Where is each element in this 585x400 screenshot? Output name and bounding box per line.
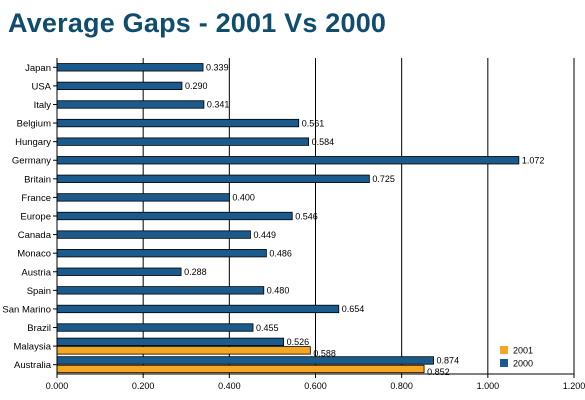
category-label: Europe <box>20 212 51 223</box>
x-tick-label: 0.600 <box>304 381 327 391</box>
value-label-2000: 0.480 <box>267 286 290 296</box>
category-label: Australia <box>14 360 52 371</box>
value-label-2000: 0.874 <box>437 356 460 366</box>
value-label-2000: 0.455 <box>256 323 279 333</box>
bar-2000 <box>56 267 182 276</box>
category-label: Austria <box>21 267 51 278</box>
value-label-2000: 0.654 <box>342 304 365 314</box>
bar-2000 <box>56 286 265 295</box>
bar-2000 <box>56 100 205 109</box>
category-label: Hungary <box>15 137 51 148</box>
bar-2001 <box>56 364 425 374</box>
bar-2000 <box>56 193 230 202</box>
category-label: USA <box>31 81 51 92</box>
category-labels: Japan USA Italy Belgium Hungary Germany Britai… <box>2 63 51 371</box>
category-label: San Marino <box>2 304 51 315</box>
bar-2000 <box>56 230 251 239</box>
value-label-2000: 0.288 <box>184 267 207 277</box>
bar-2000 <box>56 337 285 347</box>
value-label-2000: 0.725 <box>372 174 395 184</box>
value-label-2000: 0.449 <box>253 230 276 240</box>
legend-label-2000: 2000 <box>513 359 533 369</box>
category-label: Germany <box>12 156 51 167</box>
value-label-2000: 1.072 <box>522 155 545 165</box>
value-label-2000: 0.561 <box>302 118 325 128</box>
category-label: Canada <box>18 230 52 241</box>
value-label-2000: 0.546 <box>295 211 318 221</box>
value-label-2000: 0.341 <box>207 100 230 110</box>
value-label-2000: 0.486 <box>269 248 292 258</box>
bar-2000 <box>56 81 183 91</box>
bar-2000 <box>56 356 434 365</box>
value-label-2001: 0.852 <box>427 367 450 377</box>
category-label: Italy <box>34 100 52 111</box>
category-label: Monaco <box>17 249 51 260</box>
bar-2001 <box>56 346 311 355</box>
bar-2000 <box>56 304 340 314</box>
legend: 2001 2000 <box>500 346 533 369</box>
x-tick-label: 0.400 <box>218 381 241 391</box>
x-tick-label: 1.000 <box>477 381 500 391</box>
value-label-2000: 0.584 <box>312 137 335 147</box>
value-labels: 0.339 0.290 0.341 0.561 0.584 1.072 0.725 0.400… <box>184 63 544 378</box>
legend-label-2001: 2001 <box>513 346 533 356</box>
category-label: Malaysia <box>14 342 52 353</box>
category-label: Brazil <box>27 323 51 334</box>
category-label: Belgium <box>17 119 51 130</box>
value-label-2000: 0.290 <box>185 81 208 91</box>
category-label: Japan <box>25 63 51 74</box>
x-tick-label: 0.800 <box>390 381 413 391</box>
bar-2000 <box>56 211 293 221</box>
bar-2000 <box>56 156 520 165</box>
category-label: Britain <box>24 174 51 185</box>
value-label-2000: 0.526 <box>287 337 310 347</box>
x-tick-label: 0.000 <box>46 381 69 391</box>
value-label-2001: 0.588 <box>313 349 336 359</box>
category-label: France <box>21 193 51 204</box>
bars <box>56 63 520 374</box>
tick-labels: 0.000 0.200 0.400 0.600 0.800 1.000 1.200 <box>46 381 585 391</box>
x-tick-label: 1.200 <box>563 381 585 391</box>
bar-2000 <box>56 249 267 258</box>
bar-2000 <box>56 63 204 72</box>
value-label-2000: 0.400 <box>232 193 255 203</box>
bar-2000 <box>56 118 300 128</box>
legend-swatch-2001 <box>500 346 508 354</box>
legend-swatch-2000 <box>500 359 508 367</box>
x-tick-label: 0.200 <box>132 381 155 391</box>
bar-2000 <box>56 174 370 183</box>
category-label: Spain <box>27 286 51 297</box>
chart-title: Average Gaps - 2001 Vs 2000 <box>8 8 387 38</box>
value-label-2000: 0.339 <box>206 63 229 73</box>
bar-2000 <box>56 137 310 146</box>
bar-2000 <box>56 323 254 332</box>
axes <box>53 58 575 378</box>
